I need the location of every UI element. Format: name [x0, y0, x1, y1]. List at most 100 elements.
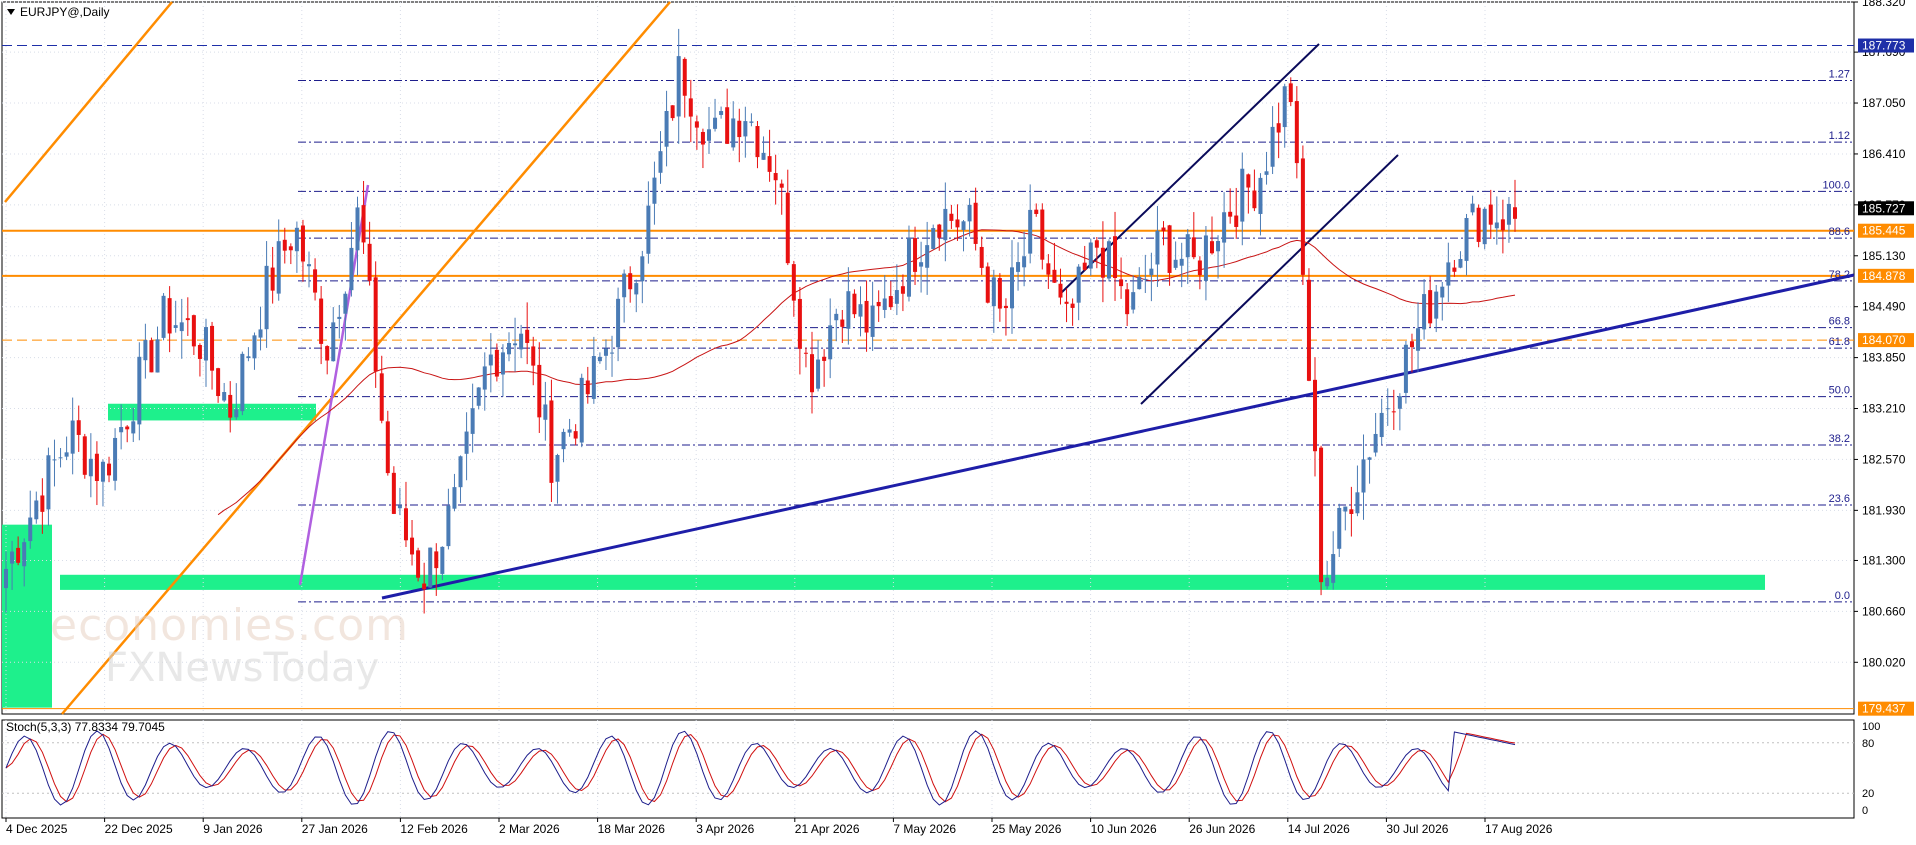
candle-body[interactable] [670, 105, 675, 119]
candle-body[interactable] [561, 431, 566, 450]
candle-body[interactable] [240, 353, 245, 412]
candle-body[interactable] [616, 298, 621, 348]
candle-body[interactable] [979, 246, 984, 268]
candle-body[interactable] [1391, 411, 1396, 413]
candle-body[interactable] [1203, 235, 1208, 281]
candle-body[interactable] [1446, 262, 1451, 286]
candle-body[interactable] [1113, 236, 1118, 279]
candle-body[interactable] [173, 325, 178, 328]
candle-body[interactable] [52, 459, 57, 461]
trendline-orange[interactable] [4, 1, 173, 203]
candle-body[interactable] [906, 237, 911, 297]
candle-body[interactable] [1313, 379, 1318, 452]
candle-body[interactable] [1209, 241, 1214, 254]
candle-body[interactable] [1246, 174, 1251, 188]
candle-body[interactable] [767, 156, 772, 172]
candle-body[interactable] [749, 121, 754, 123]
candle-body[interactable] [464, 431, 469, 454]
candle-body[interactable] [967, 204, 972, 222]
candle-body[interactable] [319, 298, 324, 344]
candle-body[interactable] [1428, 290, 1433, 324]
candle-body[interactable] [622, 273, 627, 298]
candle-body[interactable] [131, 421, 136, 434]
candle-body[interactable] [440, 546, 445, 574]
candle-body[interactable] [913, 238, 918, 272]
candle-body[interactable] [1464, 217, 1469, 261]
candle-body[interactable] [991, 277, 996, 307]
candle-body[interactable] [1258, 177, 1263, 214]
candle-body[interactable] [4, 568, 8, 589]
candle-body[interactable] [76, 420, 81, 435]
candle-body[interactable] [1294, 101, 1299, 164]
candle-body[interactable] [373, 277, 378, 372]
candle-body[interactable] [525, 329, 530, 343]
candle-body[interactable] [1197, 260, 1202, 276]
candle-body[interactable] [1010, 267, 1014, 309]
candle-body[interactable] [1143, 278, 1148, 280]
candle-body[interactable] [1052, 269, 1057, 283]
candle-body[interactable] [1137, 276, 1142, 290]
candle-body[interactable] [434, 551, 439, 569]
candle-body[interactable] [197, 344, 202, 359]
candle-body[interactable] [313, 269, 318, 293]
candle-body[interactable] [1216, 240, 1221, 252]
candle-body[interactable] [731, 118, 736, 148]
candle-body[interactable] [810, 354, 815, 393]
candle-body[interactable] [876, 301, 881, 307]
candle-body[interactable] [385, 421, 390, 474]
candle-body[interactable] [1003, 305, 1008, 309]
candle-body[interactable] [507, 342, 511, 355]
candle-body[interactable] [603, 348, 608, 356]
candle-body[interactable] [1276, 123, 1281, 133]
candle-body[interactable] [288, 246, 293, 251]
candle-body[interactable] [682, 58, 687, 96]
candle-body[interactable] [1191, 237, 1196, 258]
candle-body[interactable] [1022, 256, 1027, 268]
candle-body[interactable] [107, 463, 112, 476]
candle-body[interactable] [949, 213, 954, 221]
candle-body[interactable] [1088, 242, 1093, 269]
candle-body[interactable] [264, 265, 269, 330]
candle-body[interactable] [719, 111, 724, 115]
candle-body[interactable] [1361, 459, 1366, 493]
candle-body[interactable] [46, 455, 51, 510]
candle-body[interactable] [931, 228, 936, 249]
candle-body[interactable] [494, 349, 499, 377]
candle-body[interactable] [294, 227, 299, 252]
support-zone[interactable] [60, 574, 1765, 590]
candle-body[interactable] [1331, 554, 1336, 583]
candle-body[interactable] [1416, 328, 1421, 351]
candle-body[interactable] [567, 429, 572, 433]
candle-body[interactable] [488, 354, 493, 366]
candle-body[interactable] [125, 426, 130, 430]
candle-body[interactable] [1228, 211, 1233, 217]
candle-body[interactable] [773, 173, 778, 181]
candle-body[interactable] [191, 315, 196, 347]
candle-body[interactable] [246, 356, 251, 359]
candle-body[interactable] [58, 457, 63, 459]
candle-body[interactable] [113, 437, 118, 481]
candle-body[interactable] [755, 126, 760, 158]
candle-body[interactable] [1264, 171, 1269, 175]
candle-body[interactable] [725, 107, 730, 144]
candle-body[interactable] [828, 325, 833, 360]
candle-body[interactable] [694, 121, 699, 128]
candle-body[interactable] [343, 293, 348, 314]
candle-body[interactable] [167, 298, 172, 334]
candle-body[interactable] [1028, 209, 1033, 254]
candle-body[interactable] [591, 356, 596, 399]
candle-body[interactable] [573, 431, 578, 439]
candle-body[interactable] [28, 517, 33, 542]
candle-body[interactable] [1337, 507, 1342, 549]
candle-body[interactable] [16, 547, 21, 563]
candle-body[interactable] [549, 400, 554, 483]
candle-body[interactable] [846, 291, 851, 329]
candle-body[interactable] [882, 298, 887, 310]
candle-body[interactable] [640, 256, 645, 282]
candle-body[interactable] [1222, 212, 1227, 243]
candle-body[interactable] [155, 339, 160, 373]
candle-body[interactable] [1179, 258, 1184, 266]
candle-body[interactable] [1155, 230, 1160, 265]
candle-body[interactable] [397, 505, 402, 509]
candle-body[interactable] [585, 380, 590, 395]
